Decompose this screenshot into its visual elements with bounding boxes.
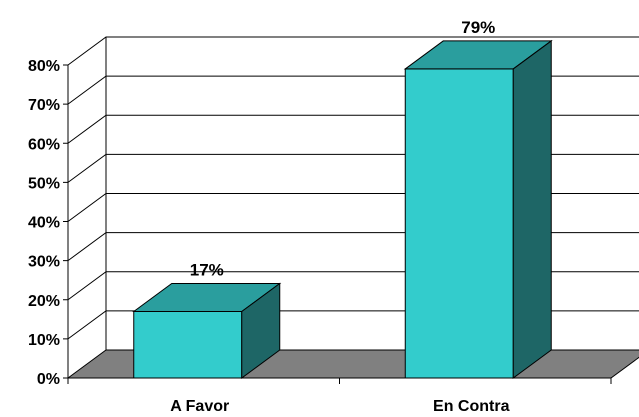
labels: 17% A Favor 79% En Contra — [170, 18, 509, 415]
y-tick-label: 70% — [28, 97, 60, 114]
y-tick-label: 30% — [28, 254, 60, 271]
y-tick-label: 80% — [28, 58, 60, 75]
axes: 0% 10% 20% 30% 40% 50% 60% 70% 80% — [28, 58, 612, 388]
y-tick-label: 10% — [28, 332, 60, 349]
y-tick-label: 60% — [28, 136, 60, 153]
category-label: En Contra — [433, 398, 510, 415]
bar-front — [404, 68, 514, 379]
y-tick-label: 40% — [28, 215, 60, 232]
data-label: 79% — [461, 18, 495, 37]
y-tick-label: 20% — [28, 293, 60, 310]
y-tick-label: 50% — [28, 175, 60, 192]
bars — [132, 39, 553, 379]
bar-side — [241, 282, 281, 379]
bar-front — [133, 310, 243, 379]
bar-side — [512, 39, 552, 379]
category-label: A Favor — [170, 398, 229, 415]
y-tick-label: 0% — [37, 371, 60, 388]
data-label: 17% — [190, 260, 224, 279]
bar — [403, 39, 553, 379]
bar — [132, 282, 282, 379]
